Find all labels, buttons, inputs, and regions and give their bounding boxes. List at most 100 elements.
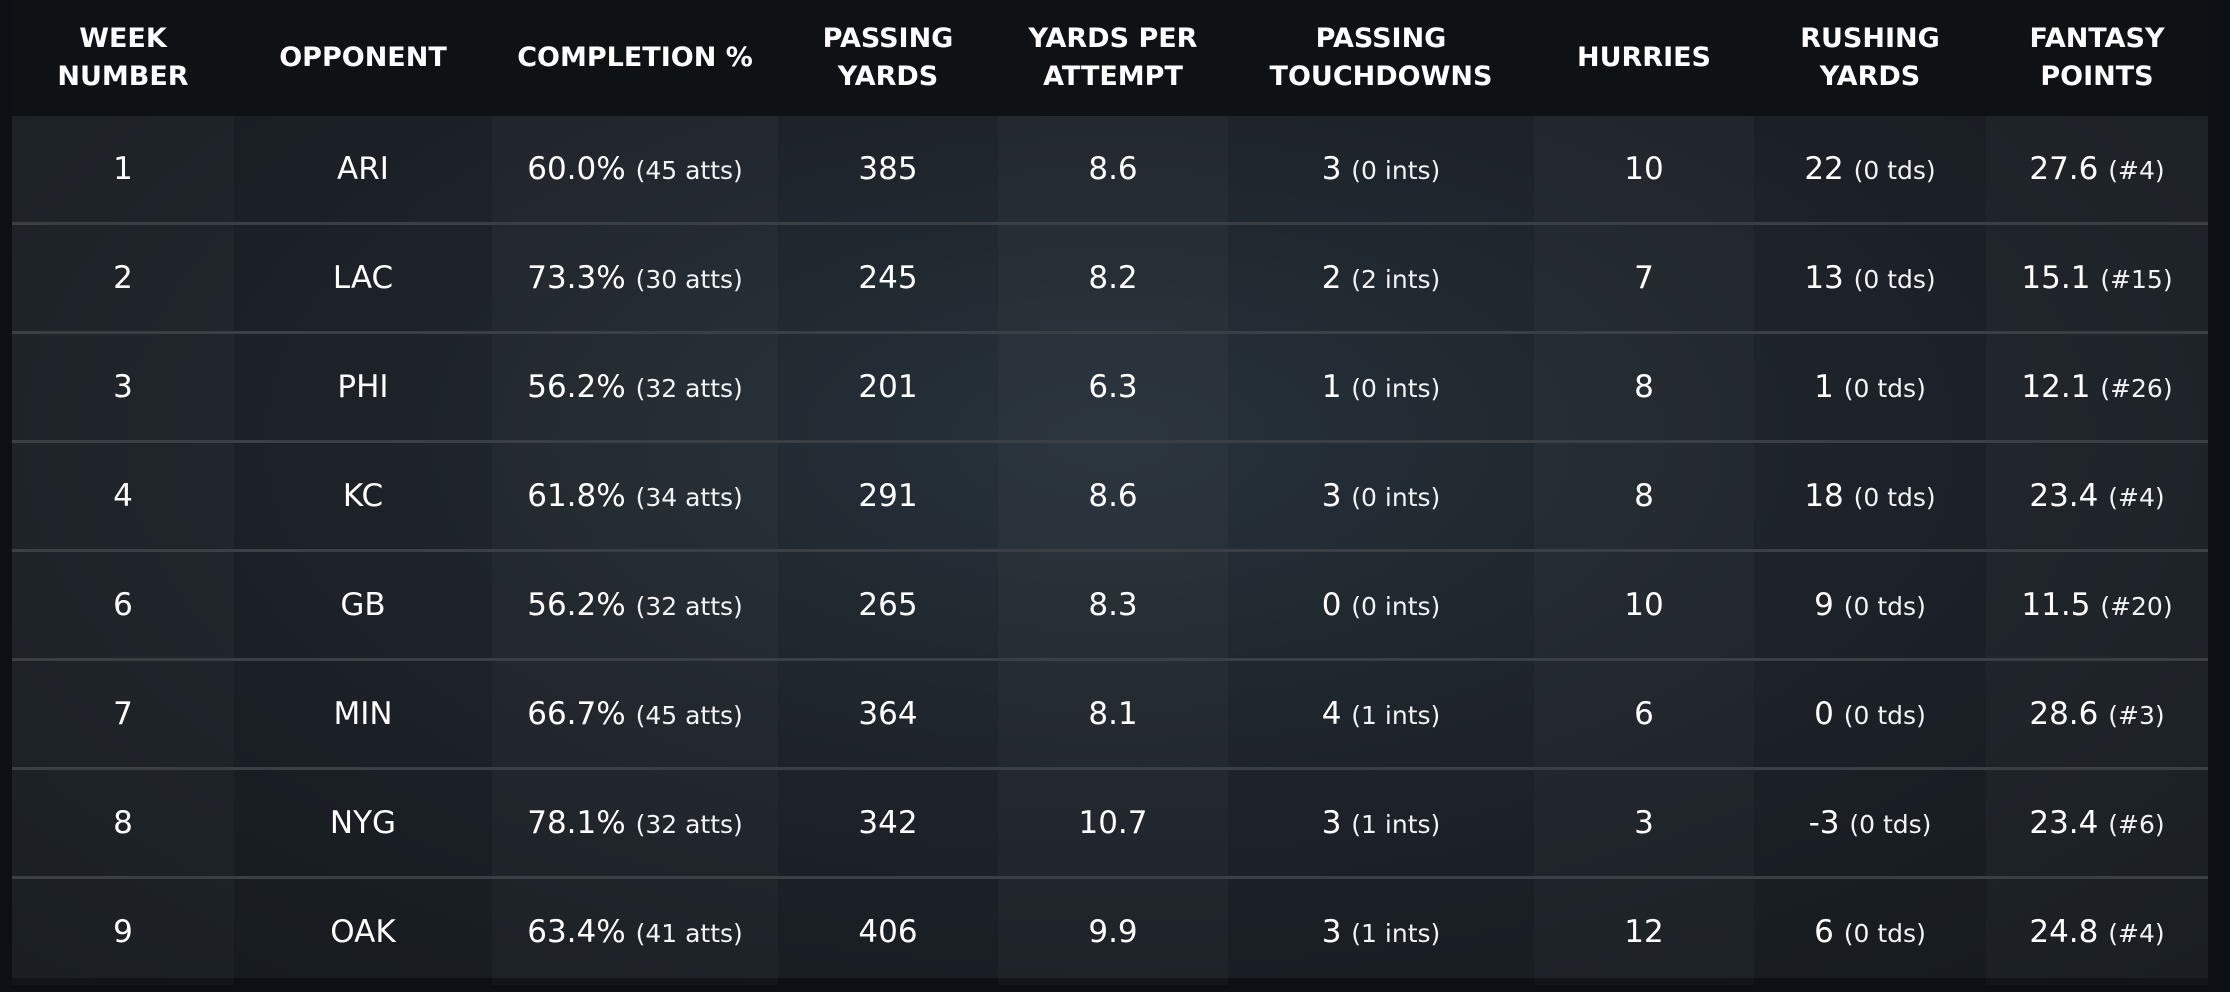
rushing-tds-value: (0 tds) [1843, 701, 1926, 730]
ints-value: (0 ints) [1351, 374, 1441, 403]
fantasy-points-value: 28.6 [2029, 696, 2099, 732]
yards-per-attempt-value: 10.7 [1078, 805, 1148, 841]
cell-fantasy-points: 12.1 (#26) [1986, 332, 2208, 443]
cell-completion: 66.7% (45 atts) [492, 659, 778, 770]
table-row: 8 NYG 78.1% (32 atts) 342 10.7 3 (1 ints… [12, 768, 2208, 879]
rushing-tds-value: (0 tds) [1853, 265, 1936, 294]
completion-value: 78.1% [527, 805, 626, 841]
yards-per-attempt-value: 8.2 [1088, 260, 1138, 296]
fantasy-rank-value: (#15) [2100, 265, 2173, 294]
header-fantasy-points: FANTASY POINTS [1986, 0, 2208, 116]
cell-hurries: 8 [1534, 441, 1754, 552]
cell-week-number: 9 [12, 878, 234, 986]
rushing-tds-value: (0 tds) [1853, 483, 1936, 512]
cell-opponent: MIN [234, 659, 492, 770]
cell-passing-yards: 385 [778, 116, 998, 225]
ints-value: (0 ints) [1351, 156, 1441, 185]
cell-fantasy-points: 23.4 (#6) [1986, 768, 2208, 879]
rushing-yards-value: 1 [1814, 369, 1834, 405]
fantasy-rank-value: (#3) [2108, 701, 2165, 730]
week-number-value: 6 [113, 587, 133, 623]
cell-hurries: 6 [1534, 659, 1754, 770]
rushing-tds-value: (0 tds) [1849, 810, 1932, 839]
cell-passing-yards: 291 [778, 441, 998, 552]
cell-passing-touchdowns: 3 (0 ints) [1228, 116, 1534, 225]
yards-per-attempt-value: 8.6 [1088, 151, 1138, 187]
table-frame: WEEK NUMBER OPPONENT COMPLETION % PASSIN… [12, 0, 2208, 978]
cell-rushing-yards: 6 (0 tds) [1754, 878, 1986, 986]
rushing-yards-value: 0 [1814, 696, 1834, 732]
week-number-value: 7 [113, 696, 133, 732]
opponent-value: OAK [330, 914, 396, 950]
fantasy-points-value: 24.8 [2029, 914, 2099, 950]
cell-rushing-yards: 1 (0 tds) [1754, 332, 1986, 443]
yards-per-attempt-value: 8.1 [1088, 696, 1138, 732]
table-row: 4 KC 61.8% (34 atts) 291 8.6 3 (0 ints) … [12, 441, 2208, 552]
cell-opponent: OAK [234, 878, 492, 986]
completion-value: 56.2% [527, 587, 626, 623]
cell-passing-touchdowns: 4 (1 ints) [1228, 659, 1534, 770]
cell-completion: 56.2% (32 atts) [492, 332, 778, 443]
yards-per-attempt-value: 8.6 [1088, 478, 1138, 514]
cell-completion: 60.0% (45 atts) [492, 116, 778, 225]
opponent-value: GB [340, 587, 386, 623]
cell-rushing-yards: -3 (0 tds) [1754, 768, 1986, 879]
hurries-value: 8 [1634, 478, 1654, 514]
yards-per-attempt-value: 8.3 [1088, 587, 1138, 623]
cell-yards-per-attempt: 8.3 [998, 550, 1228, 661]
header-row: WEEK NUMBER OPPONENT COMPLETION % PASSIN… [12, 0, 2208, 116]
cell-yards-per-attempt: 8.2 [998, 223, 1228, 334]
fantasy-rank-value: (#26) [2100, 374, 2173, 403]
cell-hurries: 10 [1534, 550, 1754, 661]
cell-passing-yards: 245 [778, 223, 998, 334]
rushing-yards-value: 13 [1804, 260, 1844, 296]
hurries-value: 10 [1624, 587, 1664, 623]
rushing-yards-value: -3 [1808, 805, 1840, 841]
cell-passing-yards: 201 [778, 332, 998, 443]
fantasy-points-value: 15.1 [2021, 260, 2091, 296]
attempts-value: (32 atts) [635, 374, 743, 403]
opponent-value: ARI [337, 151, 389, 187]
cell-rushing-yards: 13 (0 tds) [1754, 223, 1986, 334]
passing-yards-value: 265 [858, 587, 918, 623]
opponent-value: KC [342, 478, 384, 514]
fantasy-rank-value: (#20) [2100, 592, 2173, 621]
passing-tds-value: 0 [1321, 587, 1342, 623]
rushing-tds-value: (0 tds) [1843, 592, 1926, 621]
opponent-value: LAC [332, 260, 394, 296]
header-opponent: OPPONENT [234, 0, 492, 116]
cell-hurries: 8 [1534, 332, 1754, 443]
cell-opponent: NYG [234, 768, 492, 879]
passing-yards-value: 245 [858, 260, 918, 296]
passing-tds-value: 4 [1321, 696, 1342, 732]
rushing-yards-value: 6 [1814, 914, 1834, 950]
rushing-yards-value: 18 [1804, 478, 1844, 514]
cell-yards-per-attempt: 9.9 [998, 878, 1228, 986]
stats-table: WEEK NUMBER OPPONENT COMPLETION % PASSIN… [12, 0, 2208, 985]
passing-yards-value: 406 [858, 914, 918, 950]
cell-completion: 73.3% (30 atts) [492, 223, 778, 334]
week-number-value: 2 [113, 260, 133, 296]
ints-value: (1 ints) [1351, 919, 1441, 948]
header-passing-touchdowns: PASSING TOUCHDOWNS [1228, 0, 1534, 116]
hurries-value: 10 [1624, 151, 1664, 187]
ints-value: (1 ints) [1351, 810, 1441, 839]
week-number-value: 4 [113, 478, 133, 514]
cell-rushing-yards: 9 (0 tds) [1754, 550, 1986, 661]
cell-yards-per-attempt: 8.1 [998, 659, 1228, 770]
ints-value: (2 ints) [1351, 265, 1441, 294]
cell-yards-per-attempt: 6.3 [998, 332, 1228, 443]
completion-value: 61.8% [527, 478, 626, 514]
cell-completion: 61.8% (34 atts) [492, 441, 778, 552]
hurries-value: 12 [1624, 914, 1664, 950]
attempts-value: (32 atts) [635, 592, 743, 621]
ints-value: (1 ints) [1351, 701, 1441, 730]
fantasy-points-value: 12.1 [2021, 369, 2091, 405]
passing-tds-value: 3 [1321, 478, 1342, 514]
week-number-value: 3 [113, 369, 133, 405]
cell-rushing-yards: 0 (0 tds) [1754, 659, 1986, 770]
cell-opponent: GB [234, 550, 492, 661]
cell-fantasy-points: 23.4 (#4) [1986, 441, 2208, 552]
cell-passing-yards: 406 [778, 878, 998, 986]
hurries-value: 8 [1634, 369, 1654, 405]
